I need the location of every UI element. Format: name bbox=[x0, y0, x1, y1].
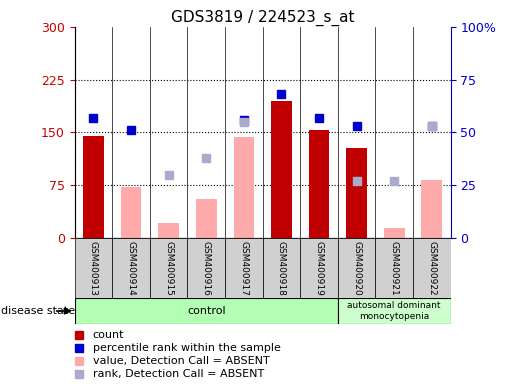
Bar bbox=[75, 298, 338, 324]
Text: GSM400914: GSM400914 bbox=[127, 241, 135, 296]
Bar bbox=[308, 131, 330, 238]
Bar bbox=[187, 238, 225, 298]
Bar bbox=[121, 187, 142, 238]
Bar bbox=[75, 238, 112, 298]
Text: GSM400918: GSM400918 bbox=[277, 241, 286, 296]
Bar bbox=[271, 101, 292, 238]
Bar bbox=[233, 137, 254, 238]
Text: GSM400920: GSM400920 bbox=[352, 241, 361, 296]
Bar bbox=[384, 227, 405, 238]
Bar bbox=[112, 238, 150, 298]
Text: rank, Detection Call = ABSENT: rank, Detection Call = ABSENT bbox=[93, 369, 264, 379]
Text: GSM400917: GSM400917 bbox=[239, 241, 248, 296]
Bar bbox=[338, 238, 375, 298]
Bar bbox=[196, 199, 217, 238]
Text: GSM400919: GSM400919 bbox=[315, 241, 323, 296]
Text: count: count bbox=[93, 330, 124, 340]
Text: percentile rank within the sample: percentile rank within the sample bbox=[93, 343, 281, 353]
Bar bbox=[421, 180, 442, 238]
Bar bbox=[158, 223, 179, 238]
Text: value, Detection Call = ABSENT: value, Detection Call = ABSENT bbox=[93, 356, 269, 366]
Title: GDS3819 / 224523_s_at: GDS3819 / 224523_s_at bbox=[171, 9, 354, 25]
Text: GSM400922: GSM400922 bbox=[427, 241, 436, 296]
Text: autosomal dominant
monocytopenia: autosomal dominant monocytopenia bbox=[348, 301, 441, 321]
Text: GSM400916: GSM400916 bbox=[202, 241, 211, 296]
Bar bbox=[413, 238, 451, 298]
Text: GSM400921: GSM400921 bbox=[390, 241, 399, 296]
Bar bbox=[83, 136, 104, 238]
Bar bbox=[300, 238, 338, 298]
Text: GSM400915: GSM400915 bbox=[164, 241, 173, 296]
Bar bbox=[263, 238, 300, 298]
Bar bbox=[150, 238, 187, 298]
Bar bbox=[338, 298, 451, 324]
Bar bbox=[225, 238, 263, 298]
Bar bbox=[375, 238, 413, 298]
Text: GSM400913: GSM400913 bbox=[89, 241, 98, 296]
Text: disease state: disease state bbox=[1, 306, 75, 316]
Text: control: control bbox=[187, 306, 226, 316]
Bar bbox=[346, 148, 367, 238]
